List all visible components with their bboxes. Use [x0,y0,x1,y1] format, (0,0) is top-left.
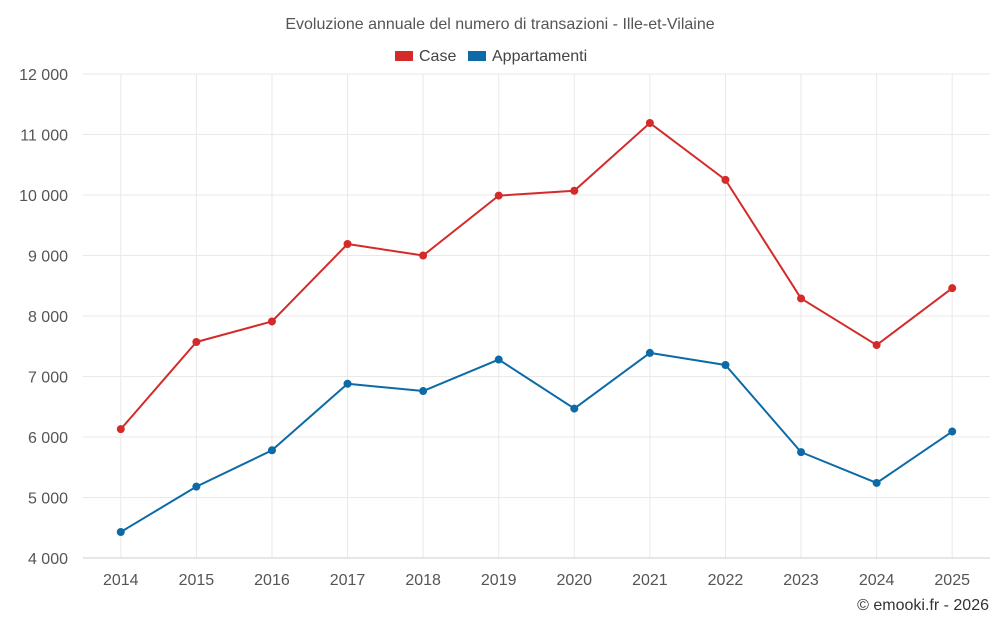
x-tick-label: 2022 [708,572,744,589]
x-tick-label: 2025 [934,572,970,589]
x-tick-label: 2015 [179,572,215,589]
y-tick-label: 5 000 [28,491,68,508]
y-tick-label: 12 000 [19,67,68,84]
data-point-appartamenti[interactable] [948,427,957,436]
y-tick-label: 11 000 [20,128,68,145]
data-point-case[interactable] [343,240,352,249]
data-point-appartamenti[interactable] [721,361,730,370]
legend-item-appartamenti[interactable]: Appartamenti [468,48,587,65]
data-point-case[interactable] [797,294,806,303]
x-tick-label: 2019 [481,572,517,589]
data-point-case[interactable] [419,251,428,260]
axes: 4 000 5 000 6 000 7 000 8 000 9 000 10 000 11 0… [19,67,990,589]
data-point-case[interactable] [872,341,881,350]
legend-label-case: Case [419,48,456,65]
legend[interactable]: Case Appartamenti [395,48,587,65]
x-tick-label: 2014 [103,572,139,589]
data-point-appartamenti[interactable] [343,379,352,388]
series-appartamenti [116,348,957,536]
credit-text: © emooki.fr - 2026 [857,597,989,614]
data-point-appartamenti[interactable] [570,404,579,413]
x-tick-label: 2023 [783,572,819,589]
data-point-case[interactable] [721,175,730,184]
legend-swatch-appartamenti [468,51,486,61]
legend-label-appartamenti: Appartamenti [492,48,587,65]
data-point-appartamenti[interactable] [494,355,503,364]
data-point-appartamenti[interactable] [192,482,201,491]
series-case [116,119,957,434]
data-point-case[interactable] [192,338,201,347]
data-point-case[interactable] [116,425,125,434]
chart-title: Evoluzione annuale del numero di transaz… [285,16,714,33]
data-point-case[interactable] [494,191,503,200]
legend-swatch-case [395,51,413,61]
data-point-case[interactable] [570,186,579,195]
x-tick-label: 2016 [254,572,290,589]
x-tick-label: 2021 [632,572,668,589]
data-point-appartamenti[interactable] [797,448,806,457]
y-tick-label: 7 000 [28,370,68,387]
data-point-appartamenti[interactable] [872,478,881,487]
series-line-appartamenti [120,351,953,533]
x-tick-label: 2024 [859,572,895,589]
x-tick-label: 2018 [405,572,441,589]
y-tick-label: 9 000 [28,249,68,266]
data-point-case[interactable] [267,317,276,326]
series-layer [116,119,957,536]
x-tick-label: 2017 [330,572,366,589]
data-point-appartamenti[interactable] [267,446,276,455]
legend-item-case[interactable]: Case [395,48,456,65]
y-tick-label: 6 000 [28,430,68,447]
grid [83,73,990,558]
y-tick-label: 4 000 [28,551,68,568]
data-point-case[interactable] [948,284,957,293]
series-line-case [120,122,953,430]
x-tick-label: 2020 [556,572,592,589]
y-tick-label: 8 000 [28,309,68,326]
data-point-case[interactable] [645,119,654,128]
data-point-appartamenti[interactable] [645,348,654,357]
y-tick-label: 10 000 [19,188,68,205]
data-point-appartamenti[interactable] [419,387,428,396]
data-point-appartamenti[interactable] [116,527,125,536]
